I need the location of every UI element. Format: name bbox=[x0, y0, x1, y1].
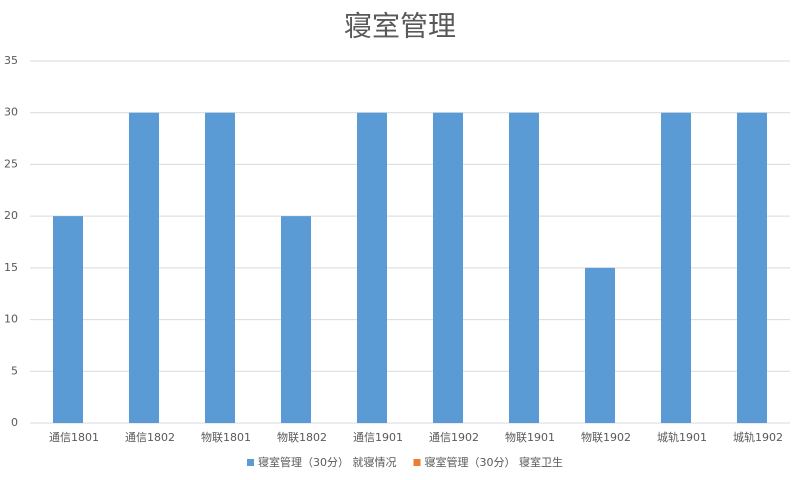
bar bbox=[737, 112, 767, 423]
x-tick-label: 通信1901 bbox=[353, 431, 403, 444]
bar bbox=[357, 112, 387, 423]
bar bbox=[281, 216, 311, 423]
x-tick-label: 物联1901 bbox=[505, 430, 555, 444]
x-tick-label: 物联1802 bbox=[277, 430, 327, 444]
y-tick-label: 30 bbox=[4, 106, 18, 119]
bar bbox=[433, 112, 463, 423]
x-tick-label: 城轨1902 bbox=[733, 430, 783, 444]
bar bbox=[509, 112, 539, 423]
x-tick-label: 物联1801 bbox=[201, 430, 251, 444]
bar bbox=[53, 216, 83, 423]
x-tick-label: 通信1801 bbox=[49, 431, 99, 444]
legend-label: 寝室管理（30分） 就寝情况 bbox=[258, 455, 397, 469]
chart-title: 寝室管理 bbox=[344, 10, 456, 43]
bar bbox=[585, 267, 615, 423]
bar bbox=[129, 112, 159, 423]
x-tick-label: 通信1802 bbox=[125, 431, 175, 444]
x-tick-label: 物联1902 bbox=[581, 430, 631, 444]
bar bbox=[205, 112, 235, 423]
y-tick-label: 5 bbox=[11, 364, 18, 377]
legend-swatch bbox=[247, 459, 254, 466]
y-tick-label: 35 bbox=[4, 54, 18, 67]
y-tick-label: 20 bbox=[4, 209, 18, 222]
y-tick-label: 10 bbox=[4, 313, 18, 326]
x-tick-label: 城轨1901 bbox=[657, 430, 707, 444]
y-tick-label: 0 bbox=[11, 416, 18, 429]
legend-swatch bbox=[413, 459, 421, 466]
y-tick-label: 25 bbox=[4, 157, 18, 170]
y-tick-label: 15 bbox=[4, 261, 18, 274]
x-tick-label: 通信1902 bbox=[429, 431, 479, 444]
legend-label: 寝室管理（30分） 寝室卫生 bbox=[425, 455, 564, 469]
bar bbox=[661, 112, 691, 423]
